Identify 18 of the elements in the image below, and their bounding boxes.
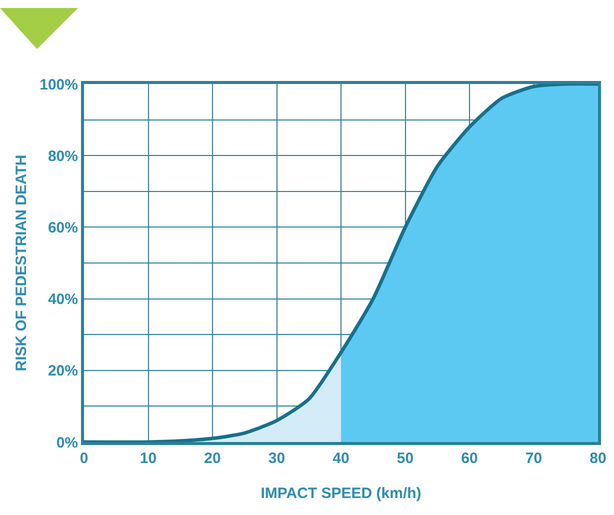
x-axis-title: IMPACT SPEED (km/h) bbox=[260, 485, 422, 502]
y-tick-label: 80% bbox=[48, 148, 78, 165]
x-tick-label: 70 bbox=[525, 450, 542, 467]
y-tick-label: 0% bbox=[56, 434, 78, 452]
x-tick-label: 10 bbox=[140, 450, 157, 467]
y-axis-title: RISK OF PEDESTRIAN DEATH bbox=[12, 154, 30, 372]
x-tick-label: 20 bbox=[204, 450, 221, 467]
x-tick-label: 40 bbox=[332, 450, 350, 467]
y-tick-label: 60% bbox=[48, 219, 78, 236]
x-tick-label: 80 bbox=[590, 450, 606, 467]
x-tick-label: 60 bbox=[461, 450, 478, 467]
y-tick-label: 100% bbox=[40, 76, 78, 94]
x-tick-label: 30 bbox=[268, 450, 286, 467]
y-tick-label: 40% bbox=[48, 291, 78, 308]
y-tick-label: 20% bbox=[48, 362, 78, 380]
x-tick-label: 0 bbox=[80, 450, 88, 467]
line-series bbox=[84, 84, 598, 442]
x-tick-label: 50 bbox=[396, 450, 414, 467]
